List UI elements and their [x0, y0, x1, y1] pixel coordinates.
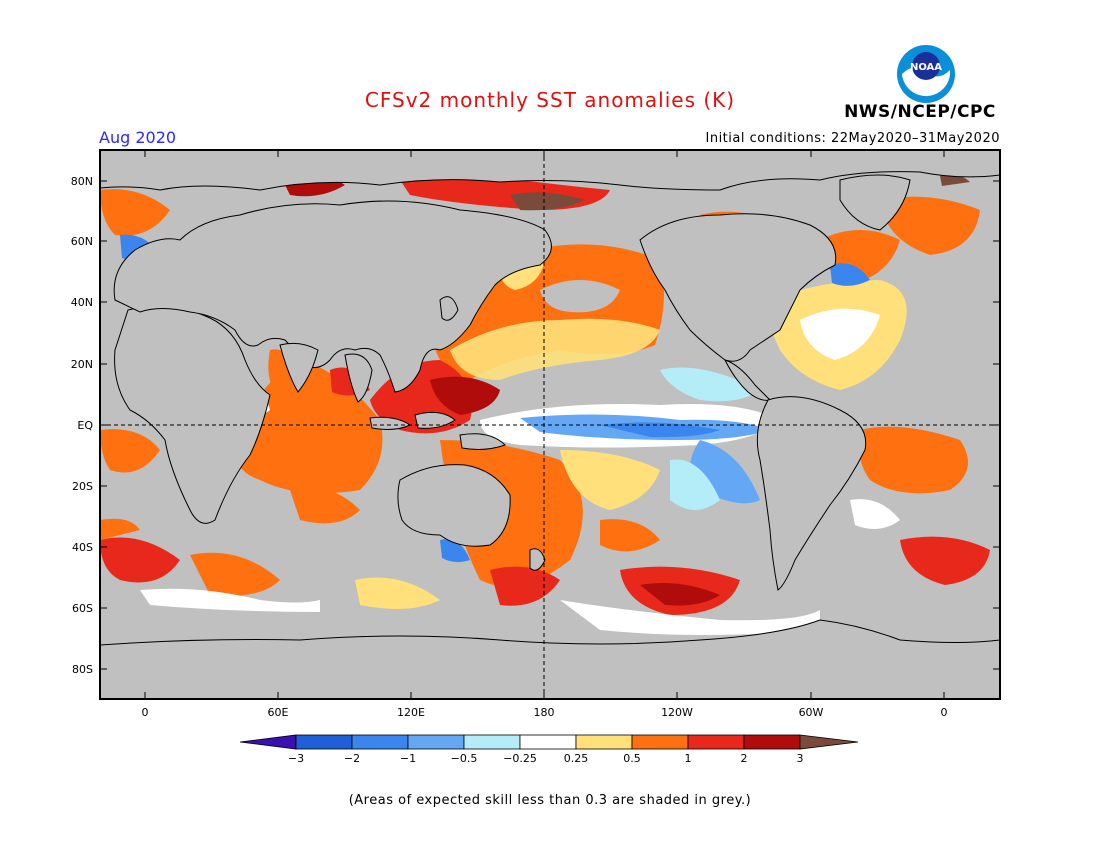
anomaly-patch: [290, 487, 360, 524]
continents: [100, 150, 1000, 699]
lat-label: 60N: [71, 235, 93, 248]
indochina: [344, 353, 373, 403]
colorbar-label: −3: [288, 752, 304, 765]
anomaly-patch: [440, 539, 470, 563]
colorbar-swatch: [575, 734, 633, 750]
new-zealand: [529, 548, 546, 571]
colorbar-swatch: [295, 734, 353, 750]
colorbar: −3 −2 −1 −0.5 −0.25 0.25 0.5 1 2 3: [239, 734, 859, 765]
colorbar-swatch: [631, 734, 689, 750]
colorbar-label: −0.25: [503, 752, 537, 765]
south-america: [756, 396, 867, 591]
colorbar-swatch: [463, 734, 521, 750]
lat-label: 40S: [72, 541, 93, 554]
colorbar-swatch: [407, 734, 465, 750]
india: [279, 342, 319, 393]
anomaly-patch: [660, 367, 760, 402]
lon-label: 60W: [799, 706, 824, 719]
colorbar-swatch: [687, 734, 745, 750]
colorbar-min-arrow: [239, 734, 297, 750]
lon-label: 120E: [397, 706, 425, 719]
anomaly-patch: [940, 174, 970, 186]
lon-label: 0: [142, 706, 149, 719]
logo-text: NOAA: [910, 62, 942, 73]
colorbar-label: 0.25: [564, 752, 589, 765]
colorbar-label: −2: [344, 752, 360, 765]
greenland: [839, 174, 911, 231]
forecast-month: Aug 2020: [99, 128, 177, 147]
agency-label: NWS/NCEP/CPC: [844, 102, 996, 122]
island: [414, 411, 456, 429]
antarctica: [100, 619, 1000, 699]
lat-label: 60S: [72, 602, 93, 615]
initial-conditions: Initial conditions: 22May2020–31May2020: [705, 131, 1000, 146]
lon-label: 120W: [661, 706, 693, 719]
colorbar-label: 0.5: [623, 752, 641, 765]
latitude-axis: 80N 60N 40N 20N EQ 20S 40S 60S 80S: [71, 175, 1000, 676]
anomaly-patch: [355, 577, 440, 609]
anomaly-patch: [100, 518, 140, 540]
anomaly-patch: [800, 308, 880, 360]
anomaly-patch: [640, 582, 720, 606]
anomaly-patch: [100, 537, 180, 583]
anomaly-patch: [560, 600, 820, 635]
anomaly-patch: [490, 566, 560, 606]
map-panel: [100, 150, 1000, 699]
colorbar-max-arrow: [799, 734, 859, 750]
lat-label: 20N: [71, 358, 93, 371]
lat-label: 20S: [72, 480, 93, 493]
lon-label: 0: [941, 706, 948, 719]
anomaly-patch: [190, 552, 280, 596]
arctic-landmass: [100, 150, 1000, 191]
anomaly-patch: [880, 196, 980, 255]
australia: [397, 464, 511, 547]
anomaly-patch: [900, 536, 990, 585]
anomaly-patch: [830, 263, 870, 286]
new-guinea: [459, 433, 506, 450]
anomaly-patch: [510, 192, 585, 211]
colorbar-label: −0.5: [451, 752, 478, 765]
lat-label: EQ: [77, 419, 93, 432]
colorbar-swatch: [743, 734, 801, 750]
colorbar-swatch: [519, 734, 577, 750]
anomaly-patch: [858, 426, 968, 494]
anomaly-patch: [670, 459, 720, 510]
chart-title: CFSv2 monthly SST anomalies (K): [364, 88, 736, 112]
anomaly-patch: [560, 450, 660, 510]
colorbar-label: 2: [741, 752, 748, 765]
noaa-logo-icon: NOAA: [897, 45, 955, 103]
lon-label: 180: [534, 706, 555, 719]
anomaly-patch: [850, 499, 900, 529]
lat-label: 40N: [71, 296, 93, 309]
lat-label: 80S: [72, 663, 93, 676]
japan: [439, 296, 459, 321]
anomaly-patch: [600, 422, 720, 438]
anomaly-patch: [100, 189, 170, 236]
footnote: (Areas of expected skill less than 0.3 a…: [348, 793, 752, 808]
lon-label: 60E: [268, 706, 289, 719]
anomaly-patch: [450, 318, 660, 380]
anomaly-patch: [430, 376, 500, 415]
north-america: [639, 213, 837, 362]
lat-label: 80N: [71, 175, 93, 188]
africa: [114, 305, 271, 524]
colorbar-label: −1: [400, 752, 416, 765]
colorbar-label: 1: [685, 752, 692, 765]
colorbar-swatch: [351, 734, 409, 750]
anomaly-patch: [140, 588, 320, 612]
anomaly-patch: [600, 519, 660, 552]
colorbar-label: 3: [797, 752, 804, 765]
longitude-axis: 0 60E 120E 180 120W 60W 0: [142, 150, 948, 719]
anomaly-patch: [540, 280, 620, 313]
eurasia: [113, 200, 552, 393]
anomaly-patch: [100, 429, 160, 473]
